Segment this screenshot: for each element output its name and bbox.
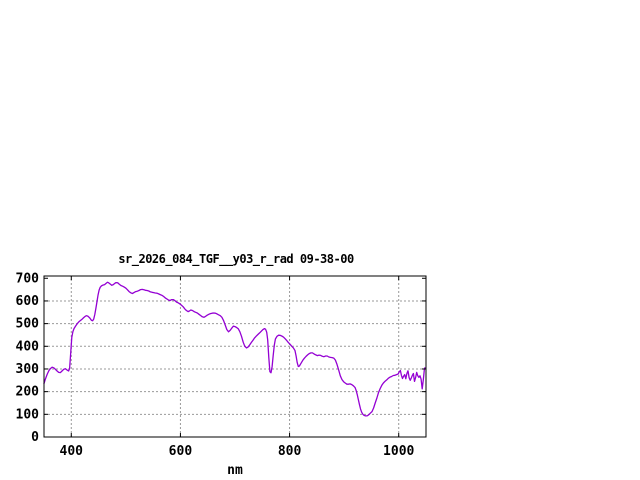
y-tick-label: 600 [16,294,40,309]
x-tick-label: 800 [278,444,302,459]
x-tick-label: 400 [60,444,84,459]
y-tick-label: 100 [16,407,40,422]
y-tick-label: 400 [16,339,40,354]
series-layer [43,281,426,417]
chart-title: sr_2026_084_TGF__y03_r_rad 09-38-00 [118,252,354,267]
grid-layer [44,276,426,437]
y-tick-label: 0 [31,430,39,445]
y-tick-label: 200 [16,385,40,400]
x-axis-label: nm [227,463,243,478]
plot-border [43,275,427,438]
axis-layer [43,275,427,438]
y-tick-label: 300 [16,362,40,377]
x-tick-label: 600 [169,444,193,459]
spectral-curve [43,281,426,417]
x-tick-label: 1000 [383,444,414,459]
y-tick-label: 500 [16,317,40,332]
y-tick-label: 700 [16,271,40,286]
tick-label-layer: 400 600 800 1000 0 100 200 300 400 500 600 700 [16,271,415,459]
